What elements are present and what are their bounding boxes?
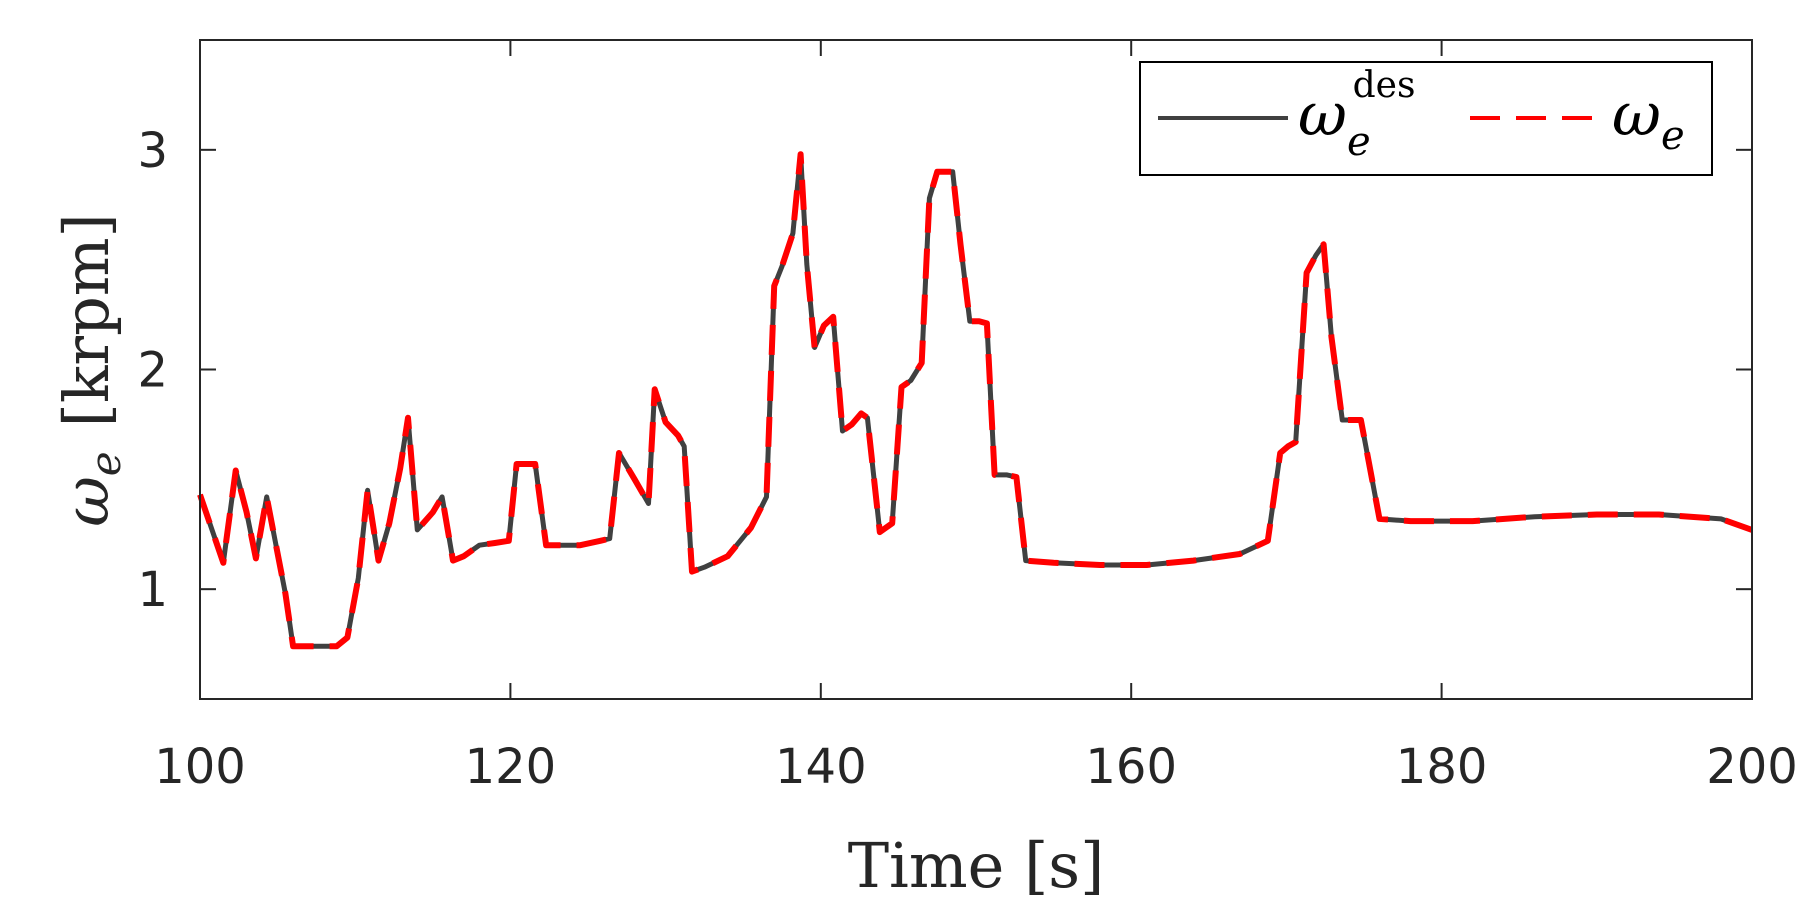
- x-axis-title: Time [s]: [848, 829, 1105, 902]
- series-layer: [197, 151, 1754, 650]
- legend: ωedes ωe: [1139, 61, 1713, 176]
- legend-label-actual-symbol: ω: [1612, 80, 1661, 150]
- legend-label-actual: ωe: [1612, 80, 1685, 159]
- y-axis-title: ωe [krpm]: [50, 213, 130, 527]
- x-tick-label: 140: [775, 739, 867, 795]
- plot-frame: [199, 39, 1753, 700]
- legend-label-desired-symbol: ω: [1298, 80, 1347, 150]
- series-line-actual: [197, 151, 1754, 650]
- y-tick-label: 2: [137, 343, 168, 399]
- y-axis-unit: [krpm]: [50, 213, 123, 427]
- x-tick-label: 120: [465, 739, 557, 795]
- legend-label-desired: ωe des: [1298, 65, 1415, 165]
- y-tick-label: 3: [137, 123, 168, 179]
- legend-label-actual-sub: e: [1661, 113, 1685, 159]
- x-tick-label: 100: [154, 739, 246, 795]
- x-tick-label: 200: [1706, 739, 1798, 795]
- y-tick-label: 1: [137, 562, 168, 618]
- x-tick-labels: 100 120 140 160 180 200: [154, 739, 1798, 795]
- y-tick-labels: 1 2 3: [137, 123, 168, 618]
- x-tick-label: 180: [1396, 739, 1488, 795]
- x-tick-label: 160: [1085, 739, 1177, 795]
- y-axis-subscript: e: [81, 451, 130, 476]
- legend-label-desired-sup: des: [1353, 65, 1416, 106]
- y-axis-symbol: ω: [50, 476, 123, 527]
- legend-label-desired-sub: e: [1347, 119, 1371, 165]
